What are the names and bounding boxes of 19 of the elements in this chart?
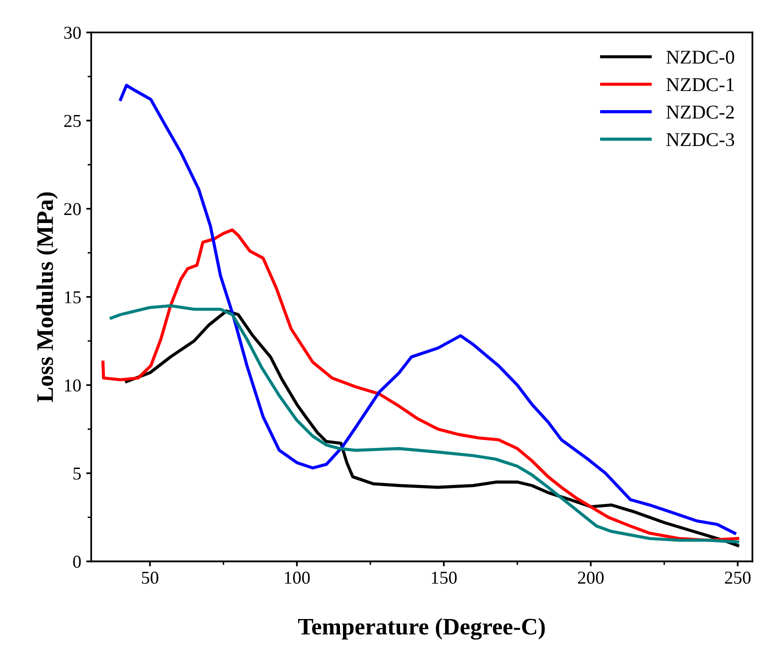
legend-label: NZDC-2 (666, 106, 734, 119)
y-axis-title: Loss Modulus (MPa) (36, 192, 58, 402)
y-tick-label: 30 (64, 26, 81, 39)
legend-label: NZDC-0 (666, 50, 734, 64)
x-tick-label: 100 (284, 572, 310, 584)
y-tick-label: 15 (65, 291, 81, 304)
y-tick-label: 20 (64, 203, 81, 216)
x-tick-label: 50 (142, 572, 158, 584)
legend-label: NZDC-1 (666, 78, 734, 92)
y-tick-label: 10 (65, 379, 81, 392)
line-series (101, 228, 740, 542)
x-tick-label: 200 (578, 572, 604, 584)
x-tick-label: 250 (724, 572, 751, 584)
y-tick-label: 0 (73, 556, 81, 568)
y-tick-label: 25 (64, 114, 81, 128)
y-tick-label: 5 (74, 468, 81, 480)
x-axis-title: Temperature (Degree-C) (298, 618, 545, 640)
legend-label: NZDC-3 (666, 133, 734, 146)
x-tick-label: 150 (432, 572, 457, 584)
